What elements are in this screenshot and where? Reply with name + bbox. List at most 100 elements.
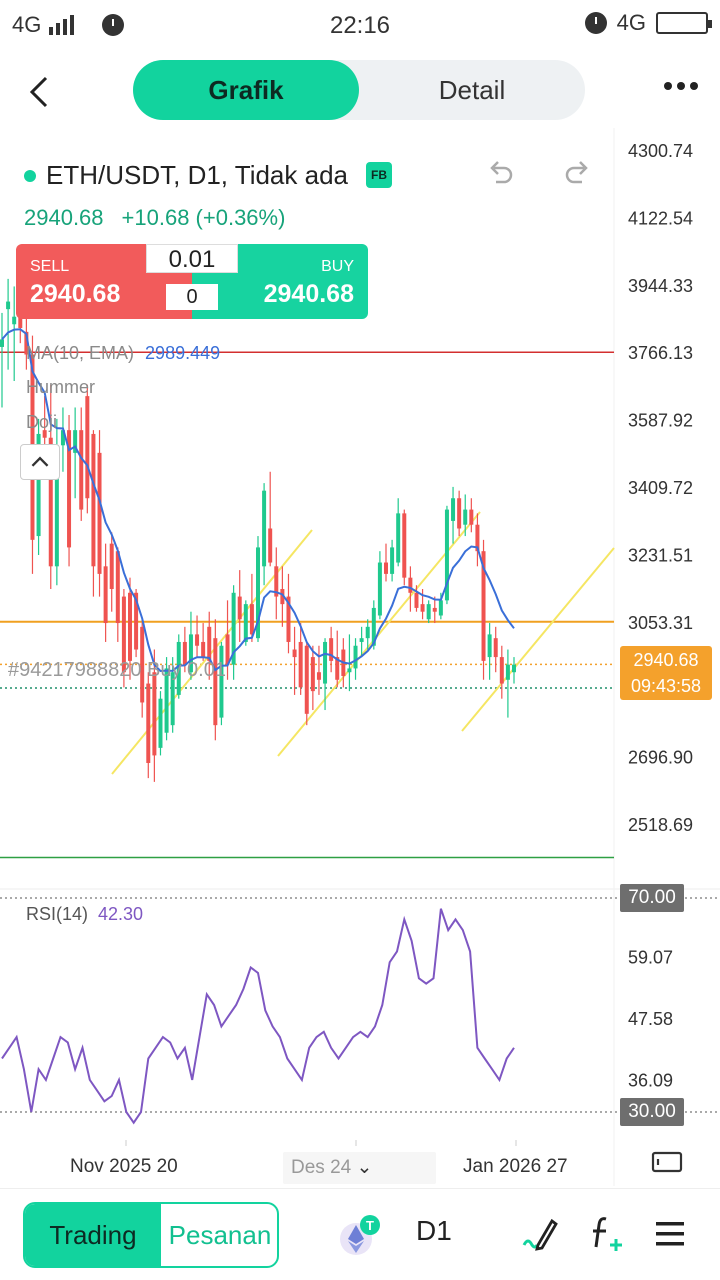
fb-badge: FB [366,162,392,188]
signal-icon [49,15,75,35]
indicators-icon[interactable] [588,1213,626,1255]
rsi-axis-label: 36.09 [628,1070,673,1090]
price-axis-label: 2518.69 [628,815,693,835]
candle-body [207,626,212,661]
candle-body [280,589,285,605]
candle-body [414,592,419,608]
undo-icon[interactable] [486,158,516,188]
candle-body [451,498,456,521]
redo-icon[interactable] [562,158,592,188]
bottom-toolbar: Trading Pesanan T D1 [0,1188,720,1280]
candle-body [42,430,47,438]
candle-body [499,657,504,684]
candle-body [396,513,401,563]
timeframe-selector[interactable]: D1 [416,1215,452,1246]
candle-body [12,316,17,325]
ma-value: 2989.449 [145,343,221,363]
current-price-tag: 2940.68 09:43:58 [620,646,712,700]
clock: 22:16 [329,12,391,39]
price-change: +10.68 (+0.36%) [121,205,286,230]
rsi-indicator-label[interactable]: RSI(14) 42.30 [26,904,143,925]
trend-channel-line-1 [277,511,481,757]
x-axis-label-des: Des 24 [291,1157,352,1178]
ma-line [1,328,515,673]
back-arrow-icon[interactable] [22,72,62,112]
candle-body [432,607,437,612]
tab-grafik[interactable]: Grafik [133,60,359,120]
candle-body [481,551,486,661]
trend-channel-line-2 [461,547,615,732]
tab-detail[interactable]: Detail [438,75,506,105]
rsi-upper-tag: 70.00 [620,884,684,912]
pattern-doji-label[interactable]: Doji [26,412,58,432]
candle-body [323,641,328,684]
draw-tool-icon[interactable] [518,1215,560,1253]
candle-body [243,604,248,642]
rsi-axis-label: 47.58 [628,1009,673,1029]
symbol-title[interactable]: ETH/USDT, D1, Tidak ada [46,160,348,190]
more-icon[interactable] [664,82,698,90]
candle-body [493,638,498,658]
candle-body [128,592,132,661]
candle-body [316,672,321,680]
candle-body [487,634,492,658]
view-switch: Grafik Detail [133,60,585,120]
candle-body [91,433,96,567]
candle-body [36,433,41,537]
candle-body [310,657,315,692]
candle-body [262,490,267,567]
symbol-header: ETH/USDT, D1, Tidak ada [24,160,348,191]
fullscreen-icon[interactable] [651,1150,683,1174]
candle-body [225,634,230,665]
battery-icon [656,12,712,34]
candle-body [60,430,65,446]
candle-body [426,604,431,620]
price-axis-label: 2696.90 [628,748,693,768]
price-axis-label: 4300.74 [628,141,693,161]
price-chart[interactable]: 4300.74 4122.54 3944.33 3766.13 3587.92 3409.… [0,128,720,1186]
network-indicator-right: 4G [616,10,646,35]
candle-body [170,672,175,726]
rsi-line [1,908,515,1125]
candle-body [152,672,157,756]
buy-label: BUY [321,258,354,275]
candle-body [176,641,181,695]
menu-icon[interactable] [654,1221,686,1247]
top-nav: Grafik Detail [0,58,720,126]
tab-trading[interactable]: Trading [25,1204,161,1266]
candle-body [256,547,260,639]
candle-body [201,641,206,658]
price-axis-label: 4122.54 [628,208,693,228]
svg-text:T: T [366,1218,374,1233]
market-open-dot [24,169,36,182]
candle-body [73,430,78,453]
candle-body [444,509,449,601]
candle-body [85,396,90,499]
open-order-label[interactable]: #94217988820 Buy 0.01 [8,659,226,681]
price-axis-label: 3053.31 [628,613,693,633]
rsi-label: RSI(14) [26,904,89,924]
sell-price: 2940.68 [30,280,121,308]
candle-body [195,634,200,646]
ma-indicator-label[interactable]: MA(10, EMA) 2989.449 [26,343,220,364]
network-indicator: 4G [12,12,42,37]
candle-body [438,600,443,616]
candle-body [505,664,510,680]
candle-body [365,626,370,639]
x-axis-label-nov: Nov 2025 20 [70,1156,178,1177]
tab-pesanan[interactable]: Pesanan [168,1220,272,1250]
x-axis-crosshair-date[interactable]: Des 24 ⌄ [283,1152,436,1184]
lot-size-input[interactable]: 0.01 [146,244,238,273]
x-axis-label-jan: Jan 2026 27 [463,1156,568,1177]
candle-body [274,566,279,597]
candle-body [18,316,23,329]
candle-body [304,645,309,714]
collapse-indicators-icon[interactable] [20,444,60,480]
candle-body [268,528,273,563]
symbol-switch-icon[interactable]: T [338,1211,386,1259]
candle-countdown: 09:43:58 [630,676,702,696]
pattern-hummer-label[interactable]: Hummer [26,377,96,397]
candle-body [140,626,145,703]
price-axis-label: 3766.13 [628,343,693,363]
candle-body [79,430,84,510]
